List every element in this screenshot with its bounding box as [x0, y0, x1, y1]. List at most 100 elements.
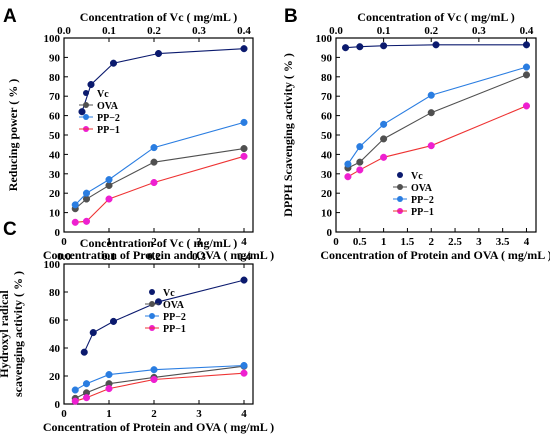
- y-tick-label: 90: [49, 52, 61, 64]
- data-point: [105, 371, 113, 379]
- legend-label: OVA: [97, 101, 119, 112]
- x-tick-label: 2: [151, 236, 157, 248]
- plot-frame: [335, 37, 537, 233]
- panel-c: C0 1 2 3 40.0 0.1 0.2 0.3 0.4020406080100Concent…: [0, 219, 274, 434]
- x2-tick-label: 0.1: [377, 25, 391, 37]
- series-pp1: [71, 369, 248, 405]
- y-tick-label: 40: [49, 343, 61, 355]
- x-tick-label: 2: [151, 408, 157, 420]
- data-point: [380, 153, 388, 161]
- x-axis-title: Concentration of Protein and OVA ( mg/mL…: [43, 248, 274, 262]
- data-point: [522, 71, 531, 79]
- data-point: [82, 394, 91, 402]
- y-tick-label: 80: [49, 287, 61, 299]
- data-point: [432, 41, 440, 49]
- x2-tick-label: 0.4: [520, 25, 534, 37]
- y-axis-title-line: Hydroxyl radical: [0, 290, 11, 378]
- y-tick-label: 20: [321, 188, 333, 200]
- y-axis-title: DPPH Scavenging activity ( % ): [281, 53, 295, 217]
- data-point: [380, 42, 388, 50]
- legend-marker: [83, 90, 89, 96]
- data-point: [344, 173, 352, 181]
- y-tick-label: 60: [321, 111, 333, 123]
- x2-tick-label: 0.3: [192, 251, 206, 263]
- series-line: [347, 74, 527, 169]
- data-point: [427, 142, 435, 150]
- x-axis-title: Concentration of Protein and OVA ( mg/mL…: [43, 420, 274, 434]
- y-tick-label: 40: [49, 149, 61, 161]
- y-tick-label: 60: [49, 315, 61, 327]
- legend-label: PP−2: [163, 312, 186, 323]
- data-point: [71, 397, 79, 405]
- data-point: [344, 160, 352, 168]
- x-tick-label: 0: [61, 236, 67, 248]
- data-point: [89, 329, 97, 337]
- series-ova: [344, 71, 531, 172]
- x-tick-label: 3.5: [496, 236, 510, 248]
- data-point: [356, 143, 364, 151]
- y-tick-label: 50: [49, 130, 61, 142]
- y-axis-title: Hydroxyl radicalscavenging activity ( % …: [0, 271, 25, 397]
- x2-tick-label: 0.4: [237, 25, 251, 37]
- x-tick-label: 0: [61, 408, 67, 420]
- plot-frame: [63, 37, 254, 233]
- x-tick-label: 0: [333, 236, 339, 248]
- x2-tick-label: 0.1: [102, 251, 116, 263]
- y-tick-label: 100: [44, 259, 61, 271]
- x-tick-label: 3: [196, 408, 202, 420]
- y-tick-label: 30: [49, 169, 61, 181]
- series-line: [75, 155, 245, 223]
- data-point: [78, 108, 86, 116]
- legend-label: PP−2: [97, 113, 120, 124]
- series-line: [75, 365, 245, 399]
- y-tick-label: 80: [321, 72, 333, 84]
- data-point: [80, 348, 88, 356]
- data-point: [356, 43, 364, 51]
- data-point: [105, 176, 113, 184]
- data-point: [356, 158, 364, 166]
- y-tick-label: 0: [55, 399, 61, 411]
- plot-frame: [63, 263, 254, 405]
- y-tick-label: 100: [44, 33, 61, 45]
- data-point: [150, 158, 158, 166]
- data-point: [150, 144, 158, 152]
- data-point: [150, 366, 158, 374]
- data-point: [522, 41, 531, 49]
- data-point: [105, 385, 113, 393]
- data-point: [356, 166, 364, 174]
- series-pp2: [344, 63, 531, 168]
- panel-letter: C: [3, 219, 17, 240]
- y-tick-label: 0: [327, 227, 333, 239]
- data-point: [240, 152, 248, 160]
- data-point: [71, 386, 79, 394]
- panel-b: B 0 0.5 1 1.5 2 2.5 3 3.5 4 0.0 0.1 0.2 0.3 0.4 0 10 20 30…: [281, 6, 550, 262]
- x2-axis-title: Concentration of Vc ( mg/mL ): [80, 10, 237, 24]
- y-tick-label: 20: [49, 188, 61, 200]
- legend-marker: [397, 172, 403, 178]
- x-axis-title: Concentration of Protein and OVA ( mg/mL…: [320, 248, 550, 262]
- legend-label: OVA: [411, 183, 433, 194]
- legend-marker: [149, 289, 155, 295]
- series-pp1: [71, 152, 248, 226]
- y-tick-label: 0: [55, 227, 61, 239]
- data-point: [105, 195, 113, 203]
- y-tick-label: 30: [321, 169, 333, 181]
- x2-tick-label: 0.4: [237, 251, 251, 263]
- data-point: [240, 369, 248, 377]
- data-point: [522, 63, 531, 71]
- series-pp2: [71, 361, 248, 394]
- x2-tick-label: 0.0: [57, 251, 71, 263]
- data-point: [71, 201, 79, 209]
- data-point: [380, 120, 388, 128]
- y-tick-label: 50: [321, 130, 333, 142]
- data-point: [154, 49, 163, 58]
- data-point: [522, 102, 531, 110]
- data-point: [380, 135, 388, 143]
- x-tick-label: 2: [428, 236, 434, 248]
- x2-tick-label: 0.2: [424, 25, 438, 37]
- x2-tick-label: 0.2: [147, 251, 161, 263]
- series-vc: [341, 41, 531, 52]
